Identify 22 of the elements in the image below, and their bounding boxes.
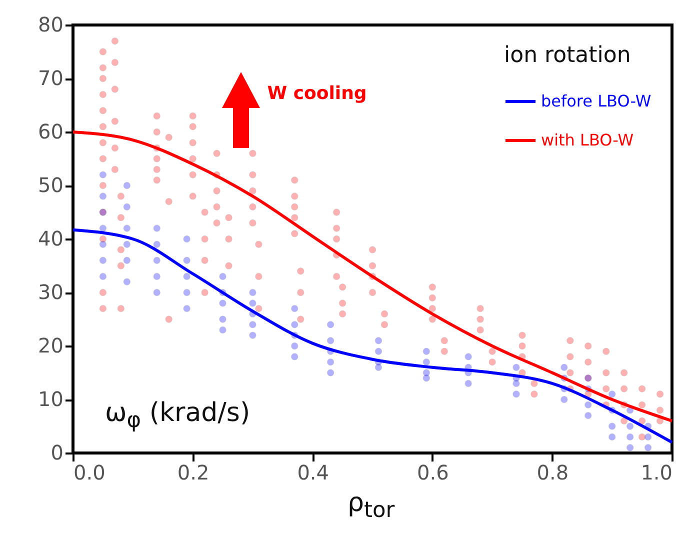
line-series — [72, 228, 674, 444]
x-tick-label: 0.4 — [297, 460, 330, 484]
y-tick-label: 40 — [38, 226, 64, 250]
y-tick-label: 0 — [50, 440, 64, 464]
legend-label: before LBO-W — [541, 92, 652, 110]
y-tick-label: 50 — [38, 173, 64, 197]
y-tick-label: 10 — [38, 387, 64, 411]
x-tick-label: 0.0 — [74, 460, 106, 484]
y-tick-label: 60 — [38, 120, 64, 144]
legend-label: with LBO-W — [541, 130, 634, 150]
x-tick-label: 1.0 — [640, 460, 672, 484]
y-tick-label: 20 — [38, 334, 64, 358]
y-tick-label: 80 — [38, 12, 64, 36]
y-axis-title: ω$_{φ}$ (krad/s) — [105, 398, 250, 434]
x-axis-title: ρ$_{tor}$ — [348, 488, 395, 524]
x-tick-label: 0.8 — [536, 460, 569, 484]
x-tick-label: 0.6 — [416, 460, 449, 484]
x-tick-label: 0.2 — [177, 460, 210, 484]
y-tick-label: 70 — [38, 66, 64, 90]
y-tick-label: 30 — [38, 280, 64, 304]
legend-title: ion rotation — [504, 43, 631, 68]
annotation: W cooling — [266, 82, 368, 106]
